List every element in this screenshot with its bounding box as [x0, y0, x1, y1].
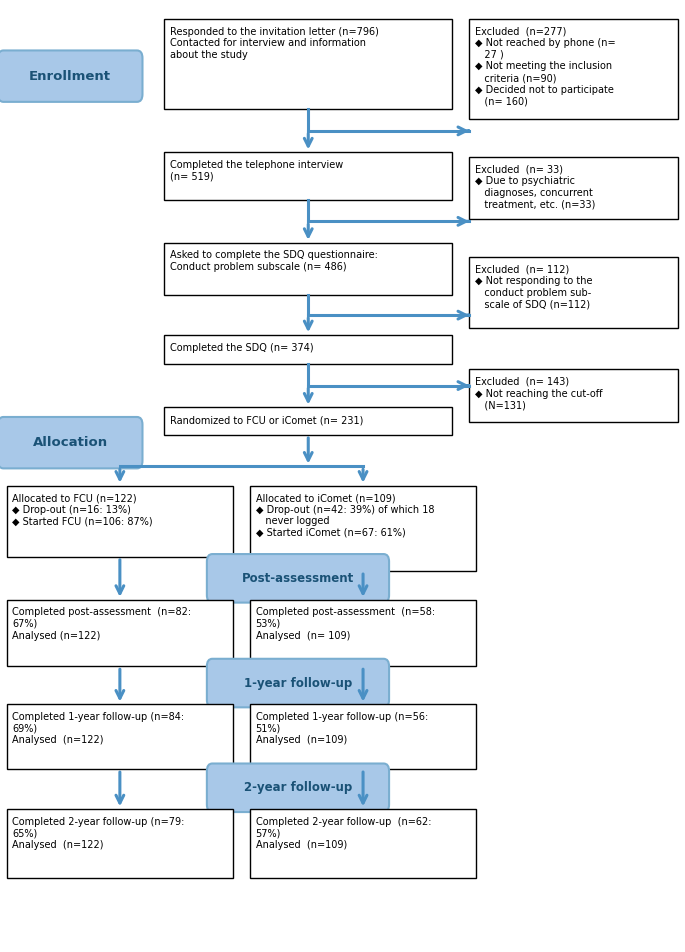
FancyBboxPatch shape: [164, 407, 452, 435]
FancyBboxPatch shape: [207, 764, 389, 812]
Text: Completed 1-year follow-up (n=84:
69%)
Analysed  (n=122): Completed 1-year follow-up (n=84: 69%) A…: [12, 712, 184, 745]
Text: Completed the SDQ (n= 374): Completed the SDQ (n= 374): [170, 343, 314, 353]
FancyBboxPatch shape: [250, 600, 476, 666]
FancyBboxPatch shape: [0, 50, 142, 102]
FancyBboxPatch shape: [164, 19, 452, 109]
Text: Randomized to FCU or iComet (n= 231): Randomized to FCU or iComet (n= 231): [170, 415, 363, 426]
FancyBboxPatch shape: [7, 486, 233, 557]
FancyBboxPatch shape: [469, 157, 678, 219]
Text: Excluded  (n= 143)
◆ Not reaching the cut-off
   (N=131): Excluded (n= 143) ◆ Not reaching the cut…: [475, 377, 602, 410]
Text: Post-assessment: Post-assessment: [242, 572, 354, 585]
Text: Responded to the invitation letter (n=796)
Contacted for interview and informati: Responded to the invitation letter (n=79…: [170, 27, 379, 60]
FancyBboxPatch shape: [164, 335, 452, 364]
Text: Asked to complete the SDQ questionnaire:
Conduct problem subscale (n= 486): Asked to complete the SDQ questionnaire:…: [170, 250, 377, 272]
Text: Completed post-assessment  (n=82:
67%)
Analysed (n=122): Completed post-assessment (n=82: 67%) An…: [12, 607, 191, 641]
FancyBboxPatch shape: [0, 417, 142, 468]
Text: Enrollment: Enrollment: [29, 69, 111, 83]
FancyBboxPatch shape: [469, 19, 678, 119]
FancyBboxPatch shape: [250, 486, 476, 571]
FancyBboxPatch shape: [469, 369, 678, 422]
Text: Allocation: Allocation: [33, 436, 108, 449]
FancyBboxPatch shape: [164, 243, 452, 295]
FancyBboxPatch shape: [7, 809, 233, 878]
FancyBboxPatch shape: [7, 600, 233, 666]
Text: Excluded  (n= 33)
◆ Due to psychiatric
   diagnoses, concurrent
   treatment, et: Excluded (n= 33) ◆ Due to psychiatric di…: [475, 165, 595, 209]
FancyBboxPatch shape: [469, 257, 678, 328]
Text: Completed 1-year follow-up (n=56:
51%)
Analysed  (n=109): Completed 1-year follow-up (n=56: 51%) A…: [256, 712, 427, 745]
Text: Excluded  (n=277)
◆ Not reached by phone (n=
   27 )
◆ Not meeting the inclusion: Excluded (n=277) ◆ Not reached by phone …: [475, 27, 615, 107]
Text: 2-year follow-up: 2-year follow-up: [244, 782, 352, 794]
Text: Completed the telephone interview
(n= 519): Completed the telephone interview (n= 51…: [170, 160, 343, 182]
Text: Allocated to iComet (n=109)
◆ Drop-out (n=42: 39%) of which 18
   never logged
◆: Allocated to iComet (n=109) ◆ Drop-out (…: [256, 493, 434, 538]
FancyBboxPatch shape: [207, 554, 389, 603]
Text: Completed 2-year follow-up  (n=62:
57%)
Analysed  (n=109): Completed 2-year follow-up (n=62: 57%) A…: [256, 817, 431, 850]
FancyBboxPatch shape: [250, 704, 476, 769]
Text: 1-year follow-up: 1-year follow-up: [244, 677, 352, 689]
Text: Completed post-assessment  (n=58:
53%)
Analysed  (n= 109): Completed post-assessment (n=58: 53%) An…: [256, 607, 434, 641]
Text: Excluded  (n= 112)
◆ Not responding to the
   conduct problem sub-
   scale of S: Excluded (n= 112) ◆ Not responding to th…: [475, 265, 593, 309]
Text: Allocated to FCU (n=122)
◆ Drop-out (n=16: 13%)
◆ Started FCU (n=106: 87%): Allocated to FCU (n=122) ◆ Drop-out (n=1…: [12, 493, 153, 526]
FancyBboxPatch shape: [250, 809, 476, 878]
FancyBboxPatch shape: [7, 704, 233, 769]
Text: Completed 2-year follow-up (n=79:
65%)
Analysed  (n=122): Completed 2-year follow-up (n=79: 65%) A…: [12, 817, 185, 850]
FancyBboxPatch shape: [207, 659, 389, 707]
FancyBboxPatch shape: [164, 152, 452, 200]
